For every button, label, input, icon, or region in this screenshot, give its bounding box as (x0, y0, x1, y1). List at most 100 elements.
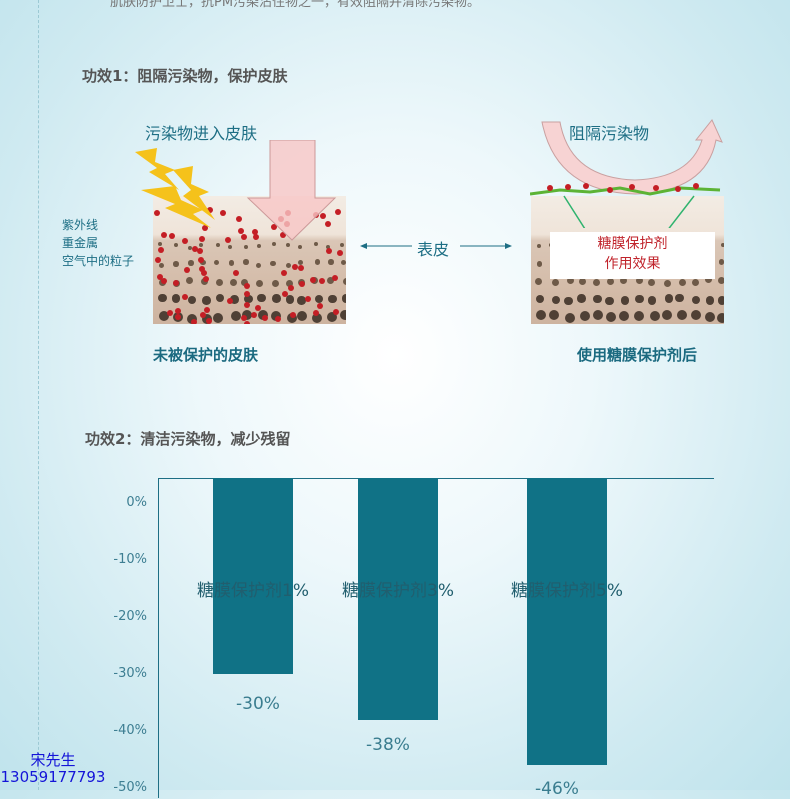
skin-cell (158, 310, 169, 321)
pollutant-particle (154, 257, 161, 264)
skin-cell (704, 311, 715, 322)
pollutant-sources: 紫外线 重金属 空气中的粒子 (62, 216, 134, 270)
value-label: -30% (236, 694, 280, 714)
pollutant-particle (226, 298, 233, 305)
skin-cell (648, 279, 656, 287)
skin-cell (227, 245, 232, 250)
skin-cell (230, 310, 241, 321)
pollutant-particle (240, 234, 247, 241)
pollutant-particle (252, 233, 259, 240)
skin-cell (549, 310, 560, 321)
skin-cell (258, 310, 269, 321)
pollutant-particle (337, 250, 344, 257)
skin-cell (339, 243, 344, 248)
skin-cell (678, 279, 686, 287)
skin-cell (718, 277, 724, 285)
pollutant-particle (275, 315, 282, 322)
contact-name: 宋先生 (30, 751, 76, 769)
pollutant-particle (172, 280, 179, 287)
skin-cell (188, 260, 194, 266)
skin-cell (620, 276, 628, 284)
skin-cell (241, 310, 252, 321)
skin-cell (647, 296, 656, 305)
pollutant-particle (206, 206, 213, 213)
pollutant-particle (160, 232, 167, 239)
skin-cell (255, 262, 262, 269)
pollutant-particle (244, 302, 251, 309)
skin-cell (592, 310, 603, 321)
pollutant-particle (334, 208, 341, 215)
pollutant-particle (244, 291, 251, 298)
pollution-arrow-lightning-icon (135, 140, 337, 241)
y-tick-label: -40% (113, 723, 147, 738)
pollutant-particle (319, 277, 326, 284)
skin-cell (328, 259, 334, 265)
skin-cell (200, 259, 206, 266)
pollutant-particle (320, 213, 327, 220)
pollutant-particle (158, 247, 165, 254)
skin-cell (243, 259, 249, 265)
pollutant-particle (167, 309, 174, 316)
pollutant-particle (251, 229, 258, 236)
skin-cell (312, 312, 323, 323)
skin-cell (717, 313, 724, 324)
skin-cell (213, 313, 224, 324)
pollutant-particle (169, 233, 176, 240)
pollutant-particle (332, 274, 339, 281)
source-heavy-metal: 重金属 (62, 236, 99, 250)
skin-cell (580, 310, 591, 321)
pollutant-particle (281, 290, 288, 297)
pollutant-particle (181, 294, 188, 301)
skin-cell (215, 293, 225, 303)
pollutant-particle (297, 264, 304, 271)
pollutant-particle (200, 270, 207, 277)
skin-cell (717, 296, 724, 305)
pollutant-particle (220, 210, 227, 217)
pollutant-particle (224, 237, 231, 244)
y-tick-label: 0% (126, 495, 147, 510)
skin-cell (216, 242, 221, 247)
skin-cell (216, 279, 224, 287)
skin-cell (605, 296, 614, 306)
skin-cell (551, 295, 561, 305)
section1-title: 功效1：阻隔污染物，保护皮肤 (82, 67, 288, 85)
pollutant-particle (190, 318, 197, 324)
y-tick-label: -30% (113, 666, 147, 681)
pollutant-particle (261, 315, 268, 322)
contact-phone: 13059177793 (0, 768, 106, 786)
block-pollutant-label: 阻隔污染物 (569, 124, 650, 143)
skin-cell (635, 294, 644, 304)
skin-cell (244, 294, 253, 304)
skin-cell (185, 276, 193, 284)
skin-cell (677, 310, 688, 321)
skin-cell (228, 260, 235, 266)
skin-cell (158, 242, 163, 247)
skin-cell (720, 242, 724, 247)
skin-cell (551, 278, 559, 286)
skin-cell (606, 277, 614, 285)
skin-cell (342, 278, 346, 286)
skin-cell (592, 279, 600, 287)
skin-cell (661, 310, 672, 320)
skin-cell (691, 295, 701, 305)
pollutant-particle (198, 266, 205, 273)
pollutant-particle (153, 209, 160, 216)
skin-cell (187, 245, 192, 250)
skin-cell (297, 311, 308, 322)
pollutant-particle (161, 277, 168, 284)
skin-cell (593, 294, 602, 304)
skin-cell (244, 245, 249, 250)
source-airborne-particles: 空气中的粒子 (62, 254, 135, 268)
skin-cell (256, 244, 261, 249)
protected-skin-caption: 使用糖膜保护剂后 (577, 346, 698, 364)
skin-cell (230, 295, 239, 304)
pollutant-particle (270, 224, 277, 231)
skin-cell (272, 294, 281, 303)
skin-cell (536, 261, 543, 267)
skin-cell (257, 293, 266, 303)
pollutant-particle (244, 320, 251, 324)
skin-cell (285, 242, 290, 247)
value-label: -38% (366, 735, 410, 755)
pollutant-particle (255, 304, 262, 311)
skin-cell (577, 294, 586, 303)
